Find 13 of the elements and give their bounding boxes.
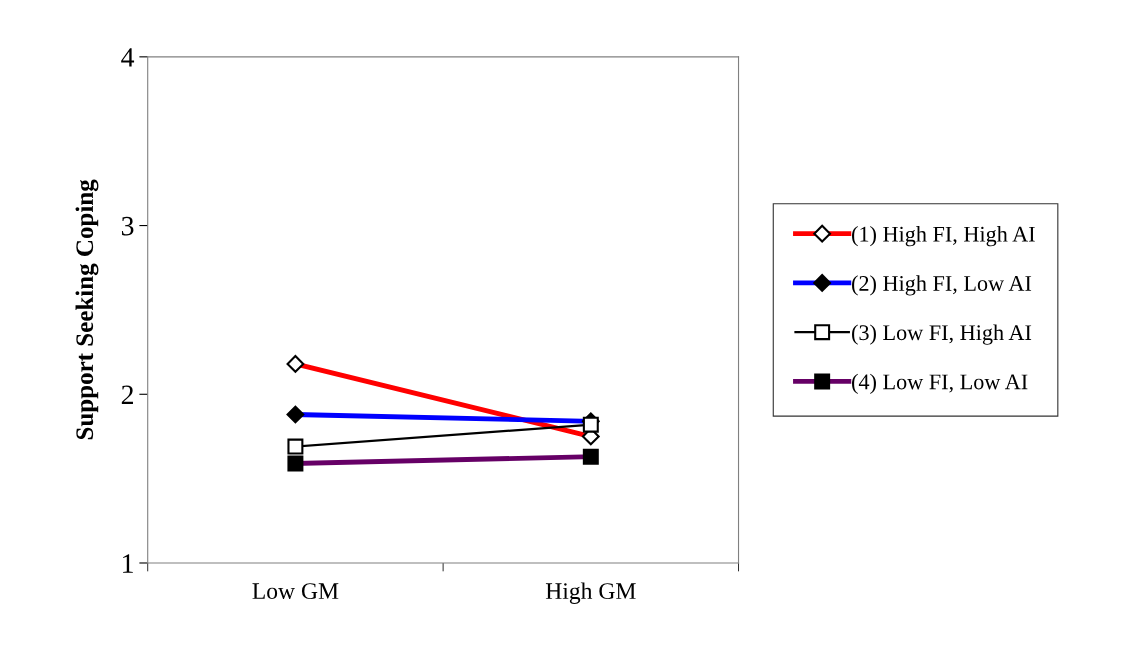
- point: [582, 416, 599, 433]
- legend-label: (1) High FI, High AI: [852, 226, 1035, 247]
- legend-label: (2) High FI, Low AI: [852, 275, 1032, 296]
- legend-label: (4) Low FI, Low AI: [852, 373, 1028, 394]
- y-tick-label: 1: [123, 554, 133, 573]
- legend-label: (3) Low FI, High AI: [852, 324, 1032, 345]
- y-axis-title: Support Seeking Coping: [75, 179, 99, 440]
- x-tick-label: High GM: [545, 582, 636, 604]
- y-tick-label: 2: [121, 385, 133, 404]
- y-tick-label: 3: [121, 216, 134, 236]
- y-tick-label: 4: [121, 48, 135, 67]
- point: [287, 438, 304, 455]
- x-tick-label: Low GM: [252, 583, 339, 600]
